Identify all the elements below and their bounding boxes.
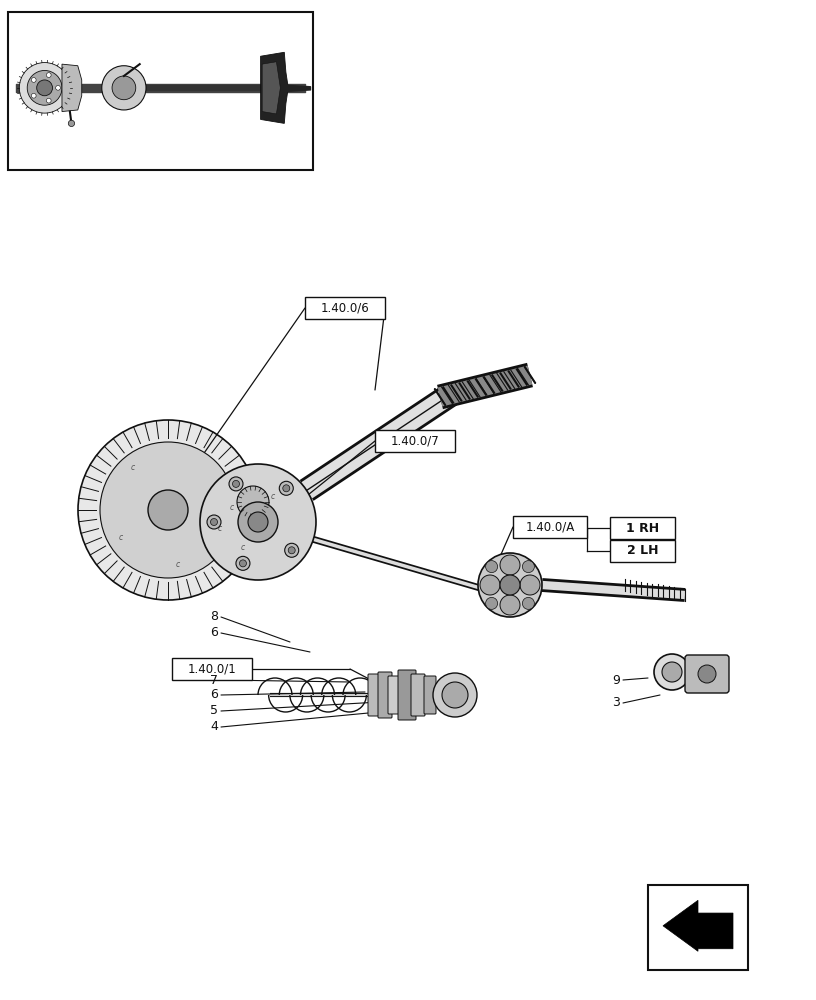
Circle shape [442,682,468,708]
Circle shape [27,70,62,105]
Polygon shape [663,900,733,951]
Text: 1.40.0/1: 1.40.0/1 [188,662,237,676]
Circle shape [207,515,221,529]
Polygon shape [260,52,288,123]
Text: c: c [241,543,245,552]
Bar [513,516,587,538]
Text: 9: 9 [612,674,620,686]
Circle shape [283,485,290,492]
Circle shape [285,543,299,557]
Text: c: c [230,502,234,512]
Text: 1 RH: 1 RH [626,522,659,534]
Text: c: c [131,463,135,472]
Circle shape [520,575,540,595]
FancyBboxPatch shape [398,670,416,720]
Circle shape [78,420,258,600]
Text: 8: 8 [210,610,218,624]
Circle shape [211,518,218,526]
Bar [610,540,675,562]
Circle shape [279,481,293,495]
Circle shape [69,120,74,127]
Circle shape [238,502,278,542]
FancyBboxPatch shape [411,674,425,716]
Text: c: c [118,533,122,542]
Text: 3: 3 [612,696,620,710]
Text: 1.40.0/A: 1.40.0/A [526,520,574,534]
FancyBboxPatch shape [378,672,392,718]
Circle shape [486,561,498,573]
Text: c: c [218,524,222,533]
Polygon shape [62,64,82,112]
Circle shape [486,597,498,609]
Circle shape [31,78,36,82]
Circle shape [233,480,240,487]
Text: 6: 6 [211,626,218,640]
Bar [8,12,313,170]
Bar [648,885,748,970]
Circle shape [500,595,520,615]
Circle shape [148,490,188,530]
Circle shape [698,665,716,683]
Text: 6: 6 [211,688,218,702]
Circle shape [288,547,295,554]
Circle shape [102,66,146,110]
FancyBboxPatch shape [685,655,729,693]
Circle shape [239,560,246,567]
Circle shape [478,553,542,617]
Circle shape [500,575,520,595]
Circle shape [100,442,236,578]
Text: 5: 5 [210,704,218,718]
Circle shape [500,555,520,575]
Bar [375,430,455,452]
Circle shape [37,80,52,96]
Polygon shape [262,62,281,114]
Circle shape [522,561,534,573]
FancyBboxPatch shape [388,676,402,714]
Circle shape [55,85,60,90]
Circle shape [522,597,534,609]
Circle shape [236,556,250,570]
Circle shape [47,73,51,77]
Text: c: c [271,492,275,501]
Circle shape [112,76,135,100]
FancyBboxPatch shape [368,674,382,716]
Circle shape [237,486,269,518]
Text: 7: 7 [210,674,218,686]
Circle shape [654,654,690,690]
Circle shape [433,673,477,717]
Text: 1.40.0/7: 1.40.0/7 [391,434,439,448]
Circle shape [200,464,316,580]
Bar [172,658,252,680]
Text: 4: 4 [211,720,218,734]
Text: 1.40.0/6: 1.40.0/6 [321,302,370,314]
Circle shape [47,98,51,103]
Circle shape [480,575,500,595]
Bar [305,297,385,319]
Circle shape [248,512,268,532]
Circle shape [662,662,682,682]
FancyBboxPatch shape [424,676,436,714]
Circle shape [31,93,36,98]
Text: 2 LH: 2 LH [627,544,659,558]
Circle shape [20,63,70,113]
Circle shape [229,477,243,491]
Bar [610,517,675,539]
Text: c: c [175,560,180,569]
